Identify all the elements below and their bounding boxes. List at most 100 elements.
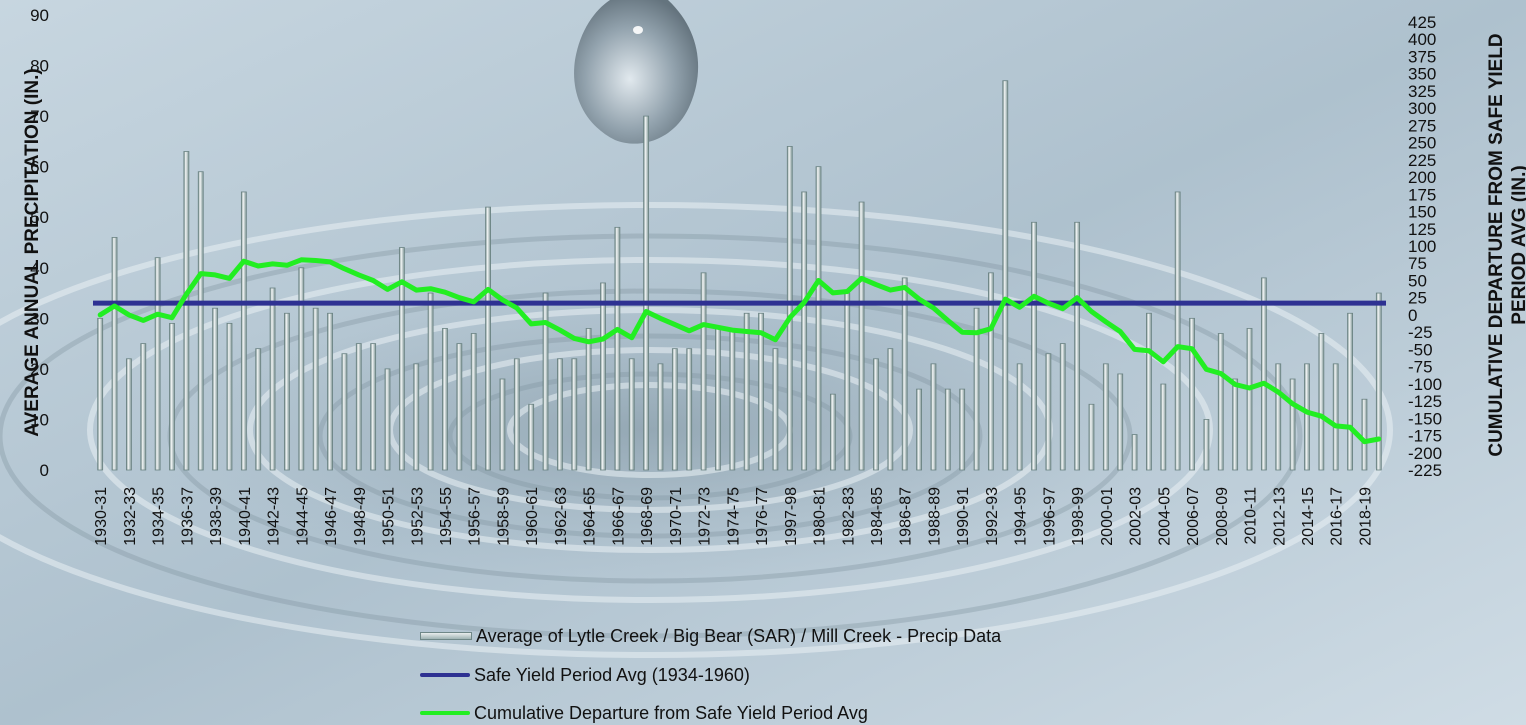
y-right-tick-label: 200	[1408, 168, 1436, 187]
precip-bar	[1260, 277, 1267, 471]
precip-bar	[1347, 312, 1353, 471]
precip-bar	[973, 307, 980, 471]
precip-bar	[197, 171, 204, 471]
precip-bar	[1146, 312, 1152, 471]
y-right-tick-label: -200	[1408, 444, 1442, 463]
precip-bar	[571, 358, 578, 471]
x-tick-label: 1984-85	[869, 487, 886, 546]
x-tick-label: 2018-19	[1358, 487, 1375, 546]
x-tick-label: 1952-53	[409, 487, 426, 546]
precip-bar	[959, 388, 966, 471]
precip-bar	[240, 191, 247, 471]
x-tick-label: 1986-87	[898, 487, 915, 546]
precip-bar	[255, 348, 262, 471]
x-tick-label: 1936-37	[179, 487, 196, 546]
x-tick-label: 1960-61	[524, 487, 541, 546]
precip-bar	[169, 322, 175, 471]
y-right-tick-label: 375	[1408, 47, 1436, 66]
x-tick-label: 1972-73	[697, 487, 714, 546]
precip-bar	[858, 201, 865, 471]
y-right-tick-label: 100	[1408, 237, 1436, 256]
y-right-tick-label: 300	[1408, 99, 1436, 118]
precip-bar	[758, 312, 764, 471]
precip-bar	[226, 322, 233, 471]
x-tick-label: 1938-39	[208, 487, 225, 546]
x-tick-label: 1940-41	[237, 487, 254, 546]
x-tick-label: 1974-75	[725, 487, 742, 546]
x-tick-label: 1970-71	[668, 487, 685, 546]
precip-bar	[801, 191, 808, 471]
y-right-tick-label: 25	[1408, 289, 1427, 308]
precip-bar	[873, 358, 879, 471]
precip-bar	[1002, 80, 1009, 471]
precip-bar	[528, 403, 535, 471]
precip-bar	[384, 368, 391, 471]
y-right-tick-label: -50	[1408, 340, 1433, 359]
precip-bar	[1232, 378, 1239, 471]
y-left-tick-label: 40	[30, 259, 49, 278]
precip-bar	[1131, 434, 1138, 471]
precip-bar	[715, 328, 721, 471]
legend-item-safe-yield: Safe Yield Period Avg (1934-1960)	[420, 663, 750, 687]
precip-bar	[1031, 221, 1037, 471]
y-right-tick-label: 75	[1408, 254, 1427, 273]
precip-bar	[887, 348, 894, 471]
precip-bar	[1217, 333, 1224, 471]
precip-bar	[1160, 383, 1167, 471]
precip-bar	[988, 272, 994, 471]
x-tick-label: 1976-77	[754, 487, 771, 546]
precip-bar	[1189, 317, 1195, 471]
y-right-tick-label: 125	[1408, 220, 1436, 239]
precip-bar	[1016, 363, 1023, 471]
x-tick-label: 1966-67	[610, 487, 627, 546]
x-tick-label: 1998-99	[1070, 487, 1087, 546]
precip-bar	[585, 328, 592, 471]
y-left-tick-label: 60	[30, 158, 49, 177]
y-right-tick-label: 400	[1408, 30, 1436, 49]
precip-bar	[901, 277, 908, 471]
x-tick-label: 2000-01	[1099, 487, 1116, 546]
precip-bar	[1246, 328, 1253, 471]
precip-bar	[1045, 353, 1052, 471]
x-tick-label: 1942-43	[266, 487, 283, 546]
y-right-tick-label: 275	[1408, 116, 1436, 135]
precip-bar	[456, 343, 463, 471]
x-tick-label: 1990-91	[955, 487, 972, 546]
x-tick-label: 1948-49	[352, 487, 369, 546]
x-tick-label: 1997-98	[783, 487, 800, 546]
precip-bar	[1117, 373, 1124, 471]
y-right-tick-label: -25	[1408, 323, 1433, 342]
precip-bar	[700, 272, 707, 471]
precip-bar	[1375, 292, 1382, 471]
y-right-tick-label: 325	[1408, 82, 1436, 101]
precip-bar	[1074, 221, 1081, 471]
y-left-tick-label: 30	[30, 309, 49, 328]
y-right-axis-title-line: PERIOD AVG (IN.)	[1509, 165, 1526, 324]
precip-bar	[341, 353, 348, 471]
x-tick-label: 2004-05	[1156, 487, 1173, 546]
x-tick-label: 2014-15	[1300, 487, 1317, 546]
precip-bar	[671, 348, 678, 471]
y-right-tick-label: 0	[1408, 306, 1417, 325]
precip-bar	[944, 388, 951, 471]
precip-bar	[729, 328, 736, 471]
precip-bar	[786, 146, 793, 471]
x-tick-label: 1946-47	[323, 487, 340, 546]
precip-bar	[1332, 363, 1339, 471]
precip-bar	[542, 292, 549, 471]
y-left-tick-label: 90	[30, 6, 49, 25]
x-tick-label: 1934-35	[151, 487, 168, 546]
precip-bar	[772, 348, 779, 471]
x-tick-label: 1992-93	[984, 487, 1001, 546]
y-right-tick-label: 350	[1408, 65, 1436, 84]
y-right-axis-title: CUMULATIVE DEPARTURE FROM SAFE YIELD PERI…	[1486, 33, 1526, 456]
y-right-tick-label: 250	[1408, 134, 1436, 153]
precip-bar	[111, 237, 118, 471]
y-left-tick-label: 10	[30, 410, 49, 429]
y-left-tick-label: 70	[30, 107, 49, 126]
precip-bar	[829, 393, 836, 471]
precip-bar	[1059, 343, 1066, 471]
x-tick-label: 1968-69	[639, 487, 656, 546]
